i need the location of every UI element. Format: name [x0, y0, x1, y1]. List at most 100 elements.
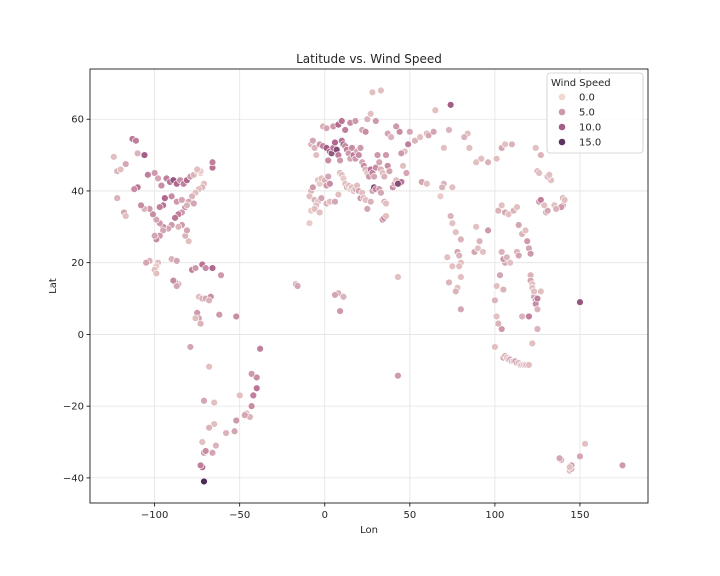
data-point — [545, 171, 554, 179]
data-point — [150, 169, 159, 177]
data-point — [537, 151, 545, 159]
plot-frame — [89, 68, 649, 504]
data-point — [183, 226, 191, 235]
data-point — [133, 149, 142, 157]
data-point — [184, 237, 193, 245]
data-point — [305, 192, 314, 201]
data-point — [315, 208, 324, 217]
data-point — [310, 205, 319, 213]
data-point — [113, 194, 121, 202]
data-point — [513, 203, 521, 211]
data-point — [399, 162, 407, 170]
data-point — [193, 165, 201, 174]
data-point — [385, 167, 394, 175]
data-point — [116, 165, 125, 174]
data-point — [445, 126, 453, 134]
data-point — [440, 144, 448, 152]
data-point — [331, 291, 339, 299]
data-point — [525, 361, 533, 369]
data-point — [423, 180, 431, 188]
data-point — [406, 128, 414, 136]
data-point — [448, 183, 457, 192]
data-point — [152, 269, 161, 278]
data-point — [452, 287, 460, 296]
data-point — [448, 219, 457, 227]
legend-title: Wind Speed — [551, 78, 611, 89]
data-point — [312, 151, 320, 159]
data-point — [230, 427, 239, 435]
data-point — [472, 158, 480, 166]
data-point — [212, 441, 220, 450]
y-tick-label: 0 — [78, 330, 84, 341]
data-point — [322, 124, 331, 132]
data-point — [382, 151, 390, 159]
data-point — [253, 373, 261, 382]
data-point — [205, 296, 213, 305]
data-point — [525, 312, 533, 321]
data-point — [452, 228, 460, 236]
data-point — [446, 101, 455, 109]
data-point — [394, 371, 402, 380]
data-point — [387, 133, 395, 141]
data-point — [368, 88, 377, 97]
data-point — [232, 312, 241, 321]
data-point — [132, 137, 140, 145]
data-point — [236, 391, 244, 400]
data-point — [394, 273, 402, 281]
data-point — [394, 180, 402, 188]
data-point — [200, 477, 208, 486]
data-point — [137, 201, 145, 209]
data-point — [208, 158, 217, 166]
legend-marker — [558, 138, 566, 146]
data-point — [331, 138, 339, 147]
data-point — [178, 196, 186, 204]
data-point — [217, 271, 225, 279]
data-point — [198, 438, 206, 446]
data-point — [555, 454, 564, 462]
data-point — [576, 452, 584, 461]
data-point — [339, 293, 348, 301]
data-point — [540, 201, 548, 209]
y-tick-label: 60 — [71, 115, 84, 126]
data-point — [210, 398, 218, 407]
data-point — [144, 171, 152, 179]
data-point — [190, 199, 198, 208]
data-point — [397, 149, 406, 157]
x-tick-label: 50 — [403, 510, 416, 521]
data-point — [377, 189, 385, 197]
data-point — [169, 276, 178, 285]
legend-label: 15.0 — [579, 138, 601, 149]
data-point — [140, 151, 149, 159]
data-point — [508, 140, 516, 149]
data-point — [142, 258, 150, 267]
data-point — [173, 282, 181, 290]
data-point — [188, 192, 196, 201]
data-point — [436, 192, 445, 201]
data-point — [477, 154, 485, 163]
legend-label: 5.0 — [579, 108, 595, 119]
data-point — [543, 206, 552, 215]
x-tick-label: 0 — [322, 510, 328, 521]
data-point — [122, 160, 130, 168]
legend-box — [546, 72, 644, 154]
data-point — [431, 106, 440, 114]
data-point — [581, 440, 589, 448]
data-point — [167, 192, 176, 201]
data-point — [382, 212, 390, 220]
data-point — [161, 194, 169, 202]
data-point — [526, 250, 535, 258]
y-tick-label: −20 — [63, 402, 84, 413]
data-point — [552, 205, 560, 213]
data-point — [373, 151, 382, 159]
data-point — [537, 196, 545, 204]
data-point — [497, 201, 506, 209]
data-point — [528, 339, 537, 348]
data-point — [392, 122, 400, 131]
data-point — [537, 287, 545, 296]
data-point — [367, 198, 375, 206]
data-point — [173, 257, 181, 265]
data-point — [331, 198, 339, 206]
data-point — [196, 461, 205, 470]
x-tick-label: −100 — [141, 510, 168, 521]
